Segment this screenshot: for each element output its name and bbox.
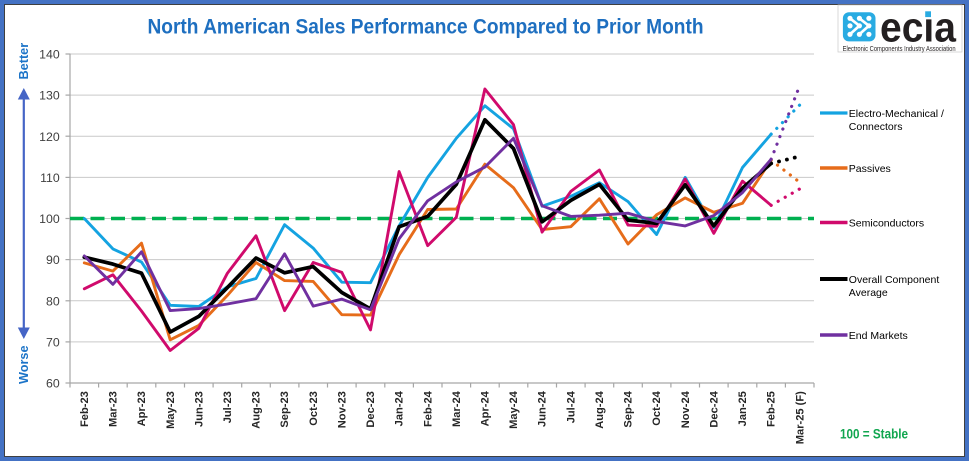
svg-text:Apr-23: Apr-23 (136, 391, 148, 426)
svg-text:May-24: May-24 (508, 390, 520, 428)
svg-text:120: 120 (39, 130, 60, 144)
svg-text:Feb-25: Feb-25 (766, 391, 778, 427)
svg-text:90: 90 (46, 253, 60, 267)
svg-text:Mar-23: Mar-23 (108, 391, 120, 427)
svg-text:Apr-24: Apr-24 (480, 390, 492, 426)
svg-text:Overall Component: Overall Component (849, 274, 940, 286)
svg-text:Jun-23: Jun-23 (193, 391, 205, 427)
svg-text:Jan-24: Jan-24 (394, 390, 406, 426)
svg-text:Connectors: Connectors (849, 121, 903, 133)
svg-text:Mar-24: Mar-24 (451, 390, 463, 427)
svg-text:Better: Better (17, 43, 31, 80)
svg-text:Dec-23: Dec-23 (365, 391, 377, 427)
svg-text:Jul-23: Jul-23 (222, 391, 234, 423)
svg-text:Average: Average (849, 287, 888, 299)
svg-text:Nov-24: Nov-24 (680, 390, 692, 428)
svg-text:80: 80 (46, 294, 60, 308)
svg-text:Passives: Passives (849, 163, 891, 175)
svg-text:Nov-23: Nov-23 (336, 391, 348, 428)
svg-text:ecia: ecia (880, 3, 957, 50)
svg-text:140: 140 (39, 48, 60, 62)
svg-text:Jan-25: Jan-25 (737, 391, 749, 426)
svg-text:Aug-24: Aug-24 (594, 390, 606, 428)
svg-text:Jul-24: Jul-24 (565, 390, 577, 423)
svg-text:Oct-24: Oct-24 (651, 390, 663, 425)
svg-text:Mar-25 (F): Mar-25 (F) (794, 391, 806, 444)
svg-text:Electro-Mechanical /: Electro-Mechanical / (849, 108, 944, 120)
svg-text:110: 110 (40, 171, 60, 185)
svg-text:North American Sales Performan: North American Sales Performance Compare… (148, 15, 704, 38)
svg-text:Oct-23: Oct-23 (308, 391, 320, 426)
svg-text:Feb-23: Feb-23 (79, 391, 91, 427)
svg-text:Sep-23: Sep-23 (279, 391, 291, 427)
svg-text:100 = Stable: 100 = Stable (840, 426, 908, 442)
svg-text:130: 130 (39, 89, 60, 103)
svg-text:Feb-24: Feb-24 (422, 390, 434, 427)
svg-text:60: 60 (46, 377, 60, 391)
svg-text:70: 70 (46, 336, 60, 350)
svg-text:Semiconductors: Semiconductors (849, 217, 924, 229)
svg-text:Aug-23: Aug-23 (251, 391, 263, 429)
svg-text:May-23: May-23 (165, 391, 177, 429)
svg-text:100: 100 (39, 212, 60, 226)
svg-text:Worse: Worse (17, 345, 31, 384)
svg-text:End Markets: End Markets (849, 330, 908, 342)
svg-text:Jun-24: Jun-24 (537, 390, 549, 427)
svg-text:Sep-24: Sep-24 (623, 390, 635, 427)
svg-text:Dec-24: Dec-24 (708, 390, 720, 427)
svg-text:Electronic Components Industry: Electronic Components Industry Associati… (843, 44, 956, 53)
